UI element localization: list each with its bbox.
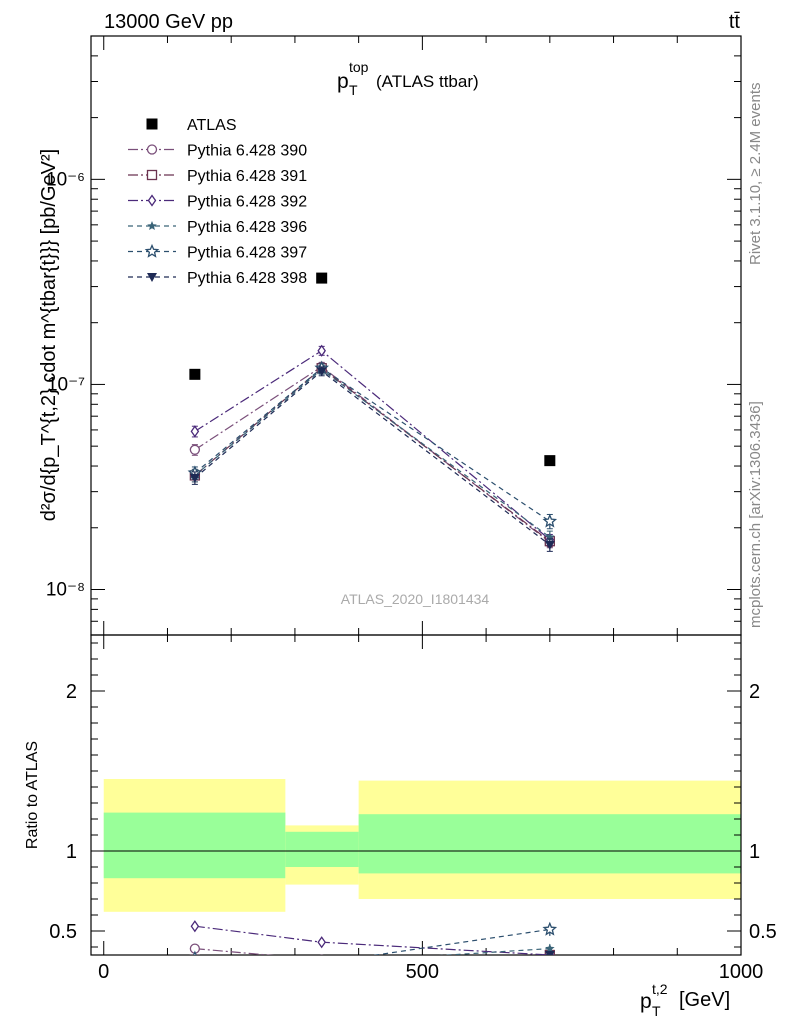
x-axis-label: p T t,2 [GeV] — [640, 981, 730, 1019]
ratio-line — [532, 954, 550, 955]
mcplots-label: mcplots.cern.ch [arXiv:1306.3436] — [747, 401, 764, 628]
ratio-y-tick-label-right: 0.5 — [749, 921, 777, 943]
data-point — [189, 444, 201, 455]
ratio-series-group — [189, 920, 558, 968]
data-point — [542, 513, 558, 528]
data-point — [190, 425, 200, 438]
ratio-point — [317, 959, 327, 968]
x-tick-label: 500 — [406, 961, 439, 983]
ratio-point — [545, 943, 555, 953]
legend-label: Pythia 6.428 398 — [187, 270, 307, 287]
legend-marker — [146, 144, 158, 155]
header-left: 13000 GeV pp — [104, 11, 233, 33]
y-tick-label: 10⁻⁷ — [47, 374, 85, 395]
xlabel-sub: T — [652, 1003, 661, 1019]
ratio-point — [317, 958, 327, 967]
legend-marker — [147, 273, 157, 282]
ratio-point — [316, 957, 327, 968]
ratio-point — [193, 950, 197, 955]
xlabel-sup: t,2 — [652, 981, 668, 997]
main-title: p T top (ATLAS ttbar) — [337, 59, 479, 98]
main-ylabel: d²σ/d{p_T^{t,2} cdot m^{tbar{t}}} [pb/Ge… — [38, 149, 60, 521]
legend: ATLAS Pythia 6.428 390 Pythia 6.428 391 Pyt… — [128, 117, 307, 287]
title-rest: (ATLAS ttbar) — [376, 72, 479, 91]
ratio-y-tick-label-right: 1 — [749, 841, 760, 863]
ratio-y-tick-label: 2 — [66, 681, 77, 703]
data-point — [544, 540, 555, 550]
title-main: p — [337, 70, 349, 93]
uncertainty-band-green — [358, 814, 741, 874]
ratio-ylabel: Ratio to ATLAS — [24, 741, 41, 849]
series-line-pythia-6.428-392 — [194, 349, 551, 541]
ratio-line — [438, 948, 550, 955]
title-sub: T — [349, 82, 358, 98]
series-line-pythia-6.428-391 — [194, 367, 551, 542]
x-tick-label: 1000 — [719, 961, 764, 983]
x-tick-label: 0 — [98, 961, 109, 983]
analysis-id: ATLAS_2020_I1801434 — [341, 591, 490, 607]
ratio-point — [190, 920, 200, 933]
ratio-line — [194, 948, 550, 955]
ratio-y-tick-label-right: 2 — [749, 681, 760, 703]
ratio-point — [319, 954, 324, 955]
legend-label: Pythia 6.428 397 — [187, 245, 307, 262]
ratio-line — [532, 954, 550, 955]
ratio-point — [190, 957, 200, 966]
legend-label: Pythia 6.428 391 — [187, 168, 307, 185]
uncertainty-band-green — [103, 812, 286, 879]
header-right: tt̄ — [729, 11, 741, 33]
main-panel: 10⁻⁸ 10⁻⁷ 10⁻⁶ — [46, 35, 742, 955]
legend-label: ATLAS — [187, 117, 237, 134]
ratio-frame — [90, 634, 742, 956]
data-point — [316, 272, 328, 284]
ratio-point — [544, 951, 555, 955]
legend-marker — [147, 194, 157, 207]
ratio-point — [189, 954, 201, 955]
data-point — [189, 473, 200, 483]
ratio-y-tick-label: 0.5 — [49, 921, 77, 943]
ratio-point — [317, 959, 326, 968]
ratio-point — [542, 921, 558, 936]
ratio-panel: 0 500 1000 0.5 0.5 1 1 2 2 — [49, 634, 777, 983]
legend-marker — [146, 118, 158, 130]
legend-marker — [146, 169, 158, 181]
legend-marker — [144, 243, 160, 258]
title-sup: top — [349, 59, 369, 75]
rivet-label: Rivet 3.1.10, ≥ 2.4M events — [747, 83, 764, 266]
legend-label: Pythia 6.428 392 — [187, 194, 307, 211]
legend-label: Pythia 6.428 396 — [187, 219, 307, 236]
ratio-line — [194, 925, 550, 955]
y-tick-label: 10⁻⁶ — [46, 169, 85, 190]
xlabel-main: p — [640, 990, 652, 1013]
ratio-point — [317, 936, 326, 949]
ratio-line — [371, 928, 550, 955]
xlabel-rest: [GeV] — [679, 989, 730, 1011]
uncertainty-band-green — [285, 831, 359, 867]
series-line-pythia-6.428-396 — [194, 368, 551, 538]
data-point — [316, 367, 327, 377]
ratio-point — [194, 954, 195, 955]
legend-marker — [147, 221, 157, 230]
data-point — [189, 368, 201, 380]
data-point — [317, 344, 326, 357]
data-point — [544, 455, 556, 467]
ratio-y-tick-label: 1 — [66, 841, 77, 863]
legend-label: Pythia 6.428 390 — [187, 143, 307, 160]
y-tick-label: 10⁻⁸ — [46, 580, 85, 601]
